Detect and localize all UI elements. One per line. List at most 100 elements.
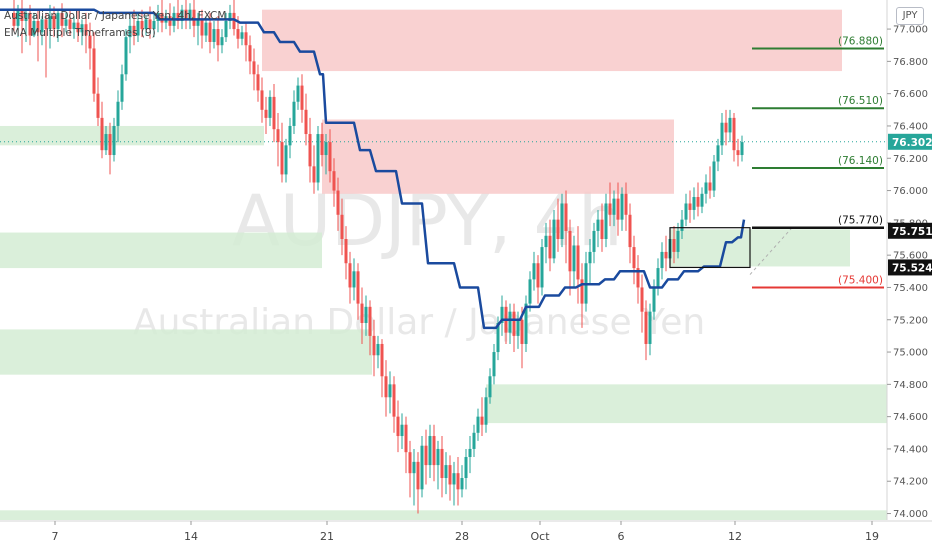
candle-body [36,20,40,33]
candle-body [344,239,348,264]
candle-body [304,109,308,135]
candle-body [608,203,612,215]
candle-body [384,376,388,398]
indicator-title[interactable]: EMA Multiple Timeframes (9) [4,27,156,39]
price-label-box [888,259,932,276]
candle-body [708,182,712,191]
candle-body [204,22,208,36]
candle-body [404,424,408,453]
price-tick-label: 75.000 [893,348,928,359]
candle-body [308,134,312,167]
candle-body [332,171,336,191]
candle-body [236,29,240,39]
candle-body [152,20,156,30]
candle-body [408,452,412,474]
candle-body [244,32,248,46]
candle-body [80,24,84,33]
candle-body [216,29,220,46]
candle-body [560,203,564,240]
candle-body [52,16,56,30]
candle-body [148,19,152,30]
candle-body [212,29,216,42]
candle-body [192,9,196,26]
candle-body [228,12,232,21]
time-tick-label: 12 [728,530,742,543]
candle-body [456,473,460,490]
candle-body [480,416,484,425]
candle-body [400,424,404,437]
candle-body [284,145,288,175]
candle-body [368,306,372,336]
price-tick-label: 74.200 [893,477,928,488]
candle-body [676,230,680,252]
candle-body [548,235,552,259]
candle-body [612,198,616,215]
candle-body [552,219,556,259]
candle-body [136,20,140,36]
candle-body [200,19,204,36]
candle-body [700,193,704,207]
candle-body [112,125,116,156]
time-axis[interactable]: 7 14 21 28 Oct 6 12 19 [52,521,880,543]
demand-zone [0,232,322,269]
candle-body [468,448,472,458]
level-label: (76.880) [838,35,883,47]
candle-body [724,122,728,133]
candle-body [448,465,452,485]
candle-body [684,203,688,220]
candle-body [616,198,620,220]
candle-body [272,96,276,130]
candles-layer [12,0,744,514]
level-label: (76.140) [838,155,883,167]
level-label: (76.510) [838,95,883,107]
candle-body [60,12,64,26]
symbol-title[interactable]: Australian Dollar / Japanese Yen, 4h, FX… [4,10,227,22]
projection-line [749,227,793,275]
price-labels-layer: 76.302 75.751 75.524 [888,133,932,276]
price-label-text: 75.524 [892,262,932,274]
candle-body [516,319,520,336]
candle-body [232,12,236,30]
candle-body [184,9,188,20]
currency-badge[interactable]: JPY [896,7,924,25]
candle-body [20,9,24,21]
price-tick-label: 76.600 [893,89,928,100]
candle-body [28,12,32,36]
candle-body [696,197,700,207]
candle-body [220,37,224,46]
candle-body [140,20,144,30]
candle-body [664,251,668,259]
candle-body [440,448,444,479]
supply-zone [262,9,842,72]
candle-body [296,85,300,102]
price-tick-label: 74.800 [893,380,928,391]
candle-body [660,251,664,269]
supply-zone [322,119,674,194]
candle-body [288,125,292,146]
time-tick-label: 14 [184,530,198,543]
price-tick-label: 74.000 [893,509,928,520]
candle-body [624,193,628,215]
candle-body [720,122,724,146]
price-label-text: 76.302 [892,137,932,149]
candle-body [72,22,76,30]
candle-body [252,61,256,75]
candle-body [40,19,44,33]
candle-body [116,101,120,126]
candle-body [100,117,104,151]
price-label-text: 75.751 [892,226,932,238]
price-tick-label: 74.400 [893,444,928,455]
candle-body [176,12,180,21]
price-tick-label: 76.000 [893,186,928,197]
candle-body [224,20,228,38]
candle-body [188,9,192,20]
candle-body [12,12,16,26]
candle-body [452,473,456,485]
level-label: (75.770) [838,215,883,227]
candle-body [380,343,384,377]
demand-zone [0,329,372,375]
candle-body [376,343,380,356]
chart-legend[interactable]: Australian Dollar / Japanese Yen, 4h, FX… [4,8,226,42]
